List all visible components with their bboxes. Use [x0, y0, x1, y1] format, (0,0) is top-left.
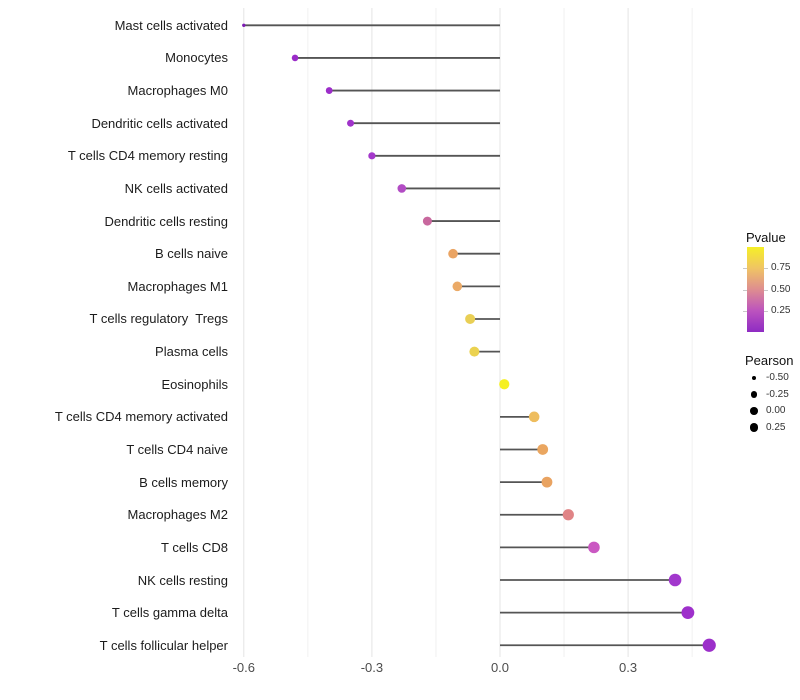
- lollipop-dot: [368, 152, 376, 160]
- pvalue-tick-mark: [743, 268, 747, 270]
- lollipop-dot: [541, 476, 553, 488]
- pvalue-tick-mark: [764, 268, 768, 270]
- lollipop-dot: [562, 509, 574, 521]
- category-label: B cells memory: [139, 474, 228, 490]
- lollipop-dot: [452, 281, 463, 292]
- x-tick-label: 0.3: [619, 660, 638, 675]
- pearson-legend-dot: [750, 407, 758, 415]
- pearson-legend-dot: [749, 423, 759, 432]
- lollipop-dot: [537, 444, 549, 455]
- category-label: Macrophages M2: [127, 507, 228, 523]
- lollipop-dot: [465, 313, 476, 324]
- category-label: T cells CD8: [161, 539, 228, 555]
- lollipop-dot: [397, 184, 407, 193]
- pearson-legend-label: 0.25: [766, 421, 786, 433]
- category-label: NK cells resting: [137, 572, 228, 588]
- lollipop-dot: [528, 411, 540, 423]
- lollipop-dot: [469, 346, 480, 357]
- lollipop-dot: [242, 23, 246, 27]
- pearson-legend-dot: [750, 391, 758, 398]
- category-label: T cells CD4 memory resting: [67, 148, 228, 164]
- category-label: Macrophages M1: [127, 278, 228, 294]
- category-label: T cells follicular helper: [99, 637, 228, 653]
- category-label: Monocytes: [165, 50, 228, 66]
- pvalue-tick-mark: [764, 289, 768, 291]
- pearson-legend-label: 0.00: [766, 405, 786, 416]
- x-tick-label: -0.3: [360, 660, 384, 675]
- category-label: NK cells activated: [124, 180, 228, 196]
- category-label: B cells naive: [155, 246, 228, 262]
- category-label: T cells regulatory Tregs: [89, 311, 228, 327]
- pvalue-tick-mark: [764, 310, 768, 312]
- pearson-legend-dot: [751, 375, 757, 381]
- lollipop-dot: [422, 216, 432, 226]
- pvalue-tick-label: 0.25: [771, 304, 791, 316]
- category-label: Eosinophils: [161, 376, 229, 392]
- lollipop-dot: [325, 87, 333, 94]
- pvalue-tick-mark: [743, 289, 747, 291]
- lollipop-dot: [499, 379, 510, 390]
- category-label: Mast cells activated: [114, 17, 228, 33]
- category-label: Plasma cells: [155, 344, 228, 360]
- pvalue-gradient-bar: [747, 247, 764, 332]
- pvalue-tick-label: 0.50: [771, 283, 791, 295]
- pvalue-tick-label: 0.75: [771, 262, 791, 274]
- pearson-legend-label: -0.25: [766, 388, 789, 400]
- lollipop-dot: [291, 54, 299, 62]
- lollipop-dot: [347, 119, 355, 127]
- category-label: Macrophages M0: [127, 83, 228, 99]
- lollipop-dot: [448, 248, 458, 259]
- pvalue-tick-mark: [743, 310, 747, 312]
- lollipop-dot: [681, 606, 695, 620]
- lollipop-dot: [668, 573, 682, 587]
- x-tick-label: -0.6: [232, 660, 255, 675]
- category-label: T cells CD4 memory activated: [54, 409, 228, 425]
- x-tick-label: 0.0: [490, 660, 510, 675]
- pearson-legend-title: Pearson: [745, 353, 794, 368]
- lollipop-dot: [588, 541, 600, 554]
- lollipop-dot: [702, 638, 716, 652]
- pvalue-legend-title: Pvalue: [746, 230, 786, 245]
- category-label: T cells CD4 naive: [126, 441, 228, 457]
- pearson-legend-label: -0.50: [766, 372, 789, 383]
- category-label: Dendritic cells resting: [104, 213, 228, 229]
- category-label: T cells gamma delta: [111, 605, 228, 621]
- category-label: Dendritic cells activated: [91, 115, 228, 131]
